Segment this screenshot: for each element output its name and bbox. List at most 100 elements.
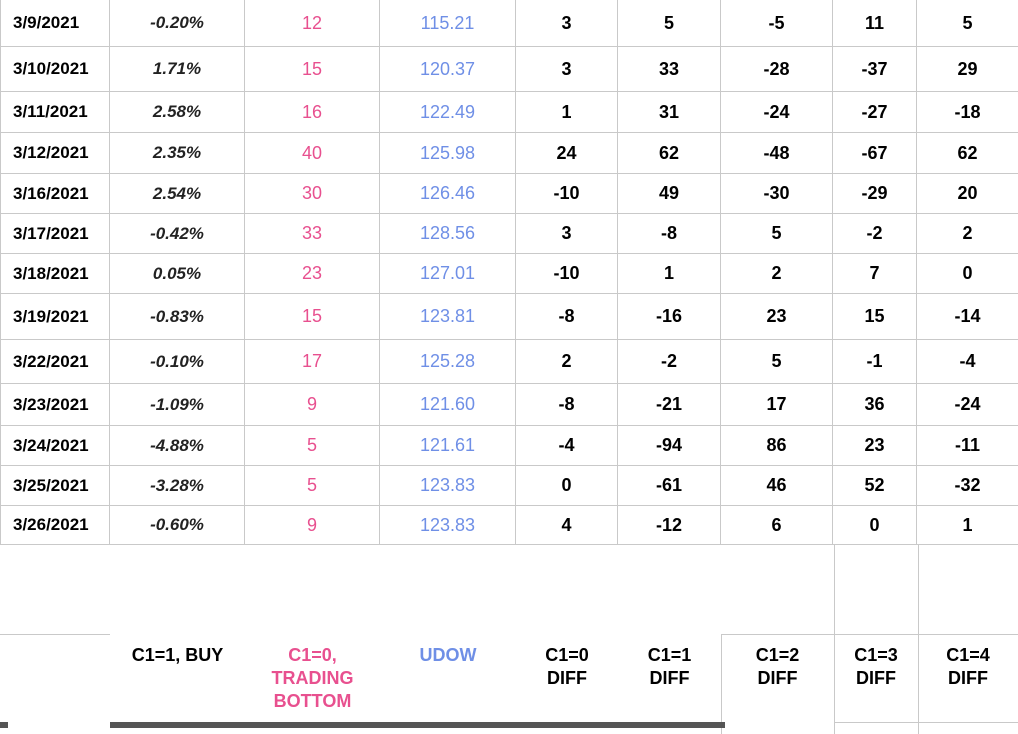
cell-d2[interactable]: 6 [721, 506, 833, 545]
cell-d3[interactable]: 52 [833, 466, 917, 506]
cell-d0[interactable]: 2 [516, 340, 618, 384]
cell-date[interactable]: 3/16/2021 [0, 174, 110, 214]
cell-d3[interactable]: -27 [833, 92, 917, 133]
cell-pct[interactable]: 2.54% [110, 174, 245, 214]
cell-d0[interactable]: 3 [516, 47, 618, 92]
cell-d0[interactable]: -4 [516, 426, 618, 466]
cell-d1[interactable]: -8 [618, 214, 721, 254]
cell-d4[interactable]: 29 [917, 47, 1018, 92]
cell-d0[interactable]: 1 [516, 92, 618, 133]
cell-d4[interactable]: 62 [917, 133, 1018, 174]
cell-c1[interactable]: 15 [245, 294, 380, 340]
header-c1-4-diff[interactable]: C1=4 DIFF [946, 645, 990, 688]
cell-d2[interactable]: 5 [721, 340, 833, 384]
cell-d4[interactable]: 0 [917, 254, 1018, 294]
cell-c1[interactable]: 5 [245, 466, 380, 506]
cell-d1[interactable]: -94 [618, 426, 721, 466]
cell-d0[interactable]: -8 [516, 294, 618, 340]
cell-d1[interactable]: 49 [618, 174, 721, 214]
cell-date[interactable]: 3/18/2021 [0, 254, 110, 294]
cell-udow[interactable]: 125.98 [380, 133, 516, 174]
cell-c1[interactable]: 16 [245, 92, 380, 133]
cell-d4[interactable]: -14 [917, 294, 1018, 340]
cell-d1[interactable]: 5 [618, 0, 721, 47]
cell-d4[interactable]: 5 [917, 0, 1018, 47]
cell-udow[interactable]: 123.83 [380, 466, 516, 506]
cell-date[interactable]: 3/12/2021 [0, 133, 110, 174]
cell-c1[interactable]: 12 [245, 0, 380, 47]
cell-pct[interactable]: 2.58% [110, 92, 245, 133]
header-c1-1-diff[interactable]: C1=1 DIFF [647, 645, 692, 688]
cell-d2[interactable]: 86 [721, 426, 833, 466]
cell-d3[interactable]: 23 [833, 426, 917, 466]
cell-d4[interactable]: -32 [917, 466, 1018, 506]
cell-d2[interactable]: -30 [721, 174, 833, 214]
cell-pct[interactable]: 0.05% [110, 254, 245, 294]
cell-udow[interactable]: 121.60 [380, 384, 516, 426]
cell-pct[interactable]: 2.35% [110, 133, 245, 174]
cell-date[interactable]: 3/10/2021 [0, 47, 110, 92]
cell-d3[interactable]: 36 [833, 384, 917, 426]
cell-d1[interactable]: 31 [618, 92, 721, 133]
cell-pct[interactable]: -0.20% [110, 0, 245, 47]
cell-c1[interactable]: 9 [245, 384, 380, 426]
cell-d2[interactable]: 2 [721, 254, 833, 294]
cell-d1[interactable]: -61 [618, 466, 721, 506]
cell-d4[interactable]: -11 [917, 426, 1018, 466]
cell-d0[interactable]: 4 [516, 506, 618, 545]
cell-d2[interactable]: -24 [721, 92, 833, 133]
cell-c1[interactable]: 15 [245, 47, 380, 92]
cell-pct[interactable]: -0.10% [110, 340, 245, 384]
cell-udow[interactable]: 123.83 [380, 506, 516, 545]
cell-c1[interactable]: 23 [245, 254, 380, 294]
cell-d0[interactable]: 3 [516, 0, 618, 47]
cell-date[interactable]: 3/17/2021 [0, 214, 110, 254]
cell-d1[interactable]: -21 [618, 384, 721, 426]
cell-c1[interactable]: 5 [245, 426, 380, 466]
cell-d2[interactable]: 5 [721, 214, 833, 254]
cell-d3[interactable]: 7 [833, 254, 917, 294]
cell-date[interactable]: 3/11/2021 [0, 92, 110, 133]
cell-d0[interactable]: -8 [516, 384, 618, 426]
cell-d2[interactable]: 23 [721, 294, 833, 340]
cell-pct[interactable]: -3.28% [110, 466, 245, 506]
cell-d3[interactable]: 0 [833, 506, 917, 545]
cell-d3[interactable]: -67 [833, 133, 917, 174]
header-udow[interactable]: UDOW [419, 645, 477, 665]
header-c1-0-diff[interactable]: C1=0 DIFF [545, 645, 589, 688]
cell-d2[interactable]: 17 [721, 384, 833, 426]
cell-d3[interactable]: 15 [833, 294, 917, 340]
cell-date[interactable]: 3/22/2021 [0, 340, 110, 384]
cell-udow[interactable]: 120.37 [380, 47, 516, 92]
cell-c1[interactable]: 30 [245, 174, 380, 214]
cell-d4[interactable]: -24 [917, 384, 1018, 426]
cell-udow[interactable]: 125.28 [380, 340, 516, 384]
cell-date[interactable]: 3/25/2021 [0, 466, 110, 506]
cell-d0[interactable]: -10 [516, 174, 618, 214]
cell-d3[interactable]: -29 [833, 174, 917, 214]
cell-d2[interactable]: -48 [721, 133, 833, 174]
cell-d3[interactable]: -37 [833, 47, 917, 92]
cell-d1[interactable]: 1 [618, 254, 721, 294]
cell-pct[interactable]: -0.60% [110, 506, 245, 545]
cell-udow[interactable]: 126.46 [380, 174, 516, 214]
cell-d2[interactable]: 46 [721, 466, 833, 506]
cell-date[interactable]: 3/24/2021 [0, 426, 110, 466]
cell-c1[interactable]: 17 [245, 340, 380, 384]
cell-pct[interactable]: -4.88% [110, 426, 245, 466]
cell-d3[interactable]: 11 [833, 0, 917, 47]
cell-date[interactable]: 3/26/2021 [0, 506, 110, 545]
cell-c1[interactable]: 40 [245, 133, 380, 174]
cell-c1[interactable]: 33 [245, 214, 380, 254]
cell-d0[interactable]: -10 [516, 254, 618, 294]
cell-d2[interactable]: -5 [721, 0, 833, 47]
cell-d1[interactable]: -16 [618, 294, 721, 340]
cell-d3[interactable]: -1 [833, 340, 917, 384]
cell-udow[interactable]: 128.56 [380, 214, 516, 254]
cell-udow[interactable]: 115.21 [380, 0, 516, 47]
cell-pct[interactable]: 1.71% [110, 47, 245, 92]
header-buy[interactable]: C1=1, BUY [131, 645, 224, 665]
cell-pct[interactable]: -0.42% [110, 214, 245, 254]
cell-date[interactable]: 3/19/2021 [0, 294, 110, 340]
header-c1-2-diff[interactable]: C1=2 DIFF [755, 645, 800, 688]
